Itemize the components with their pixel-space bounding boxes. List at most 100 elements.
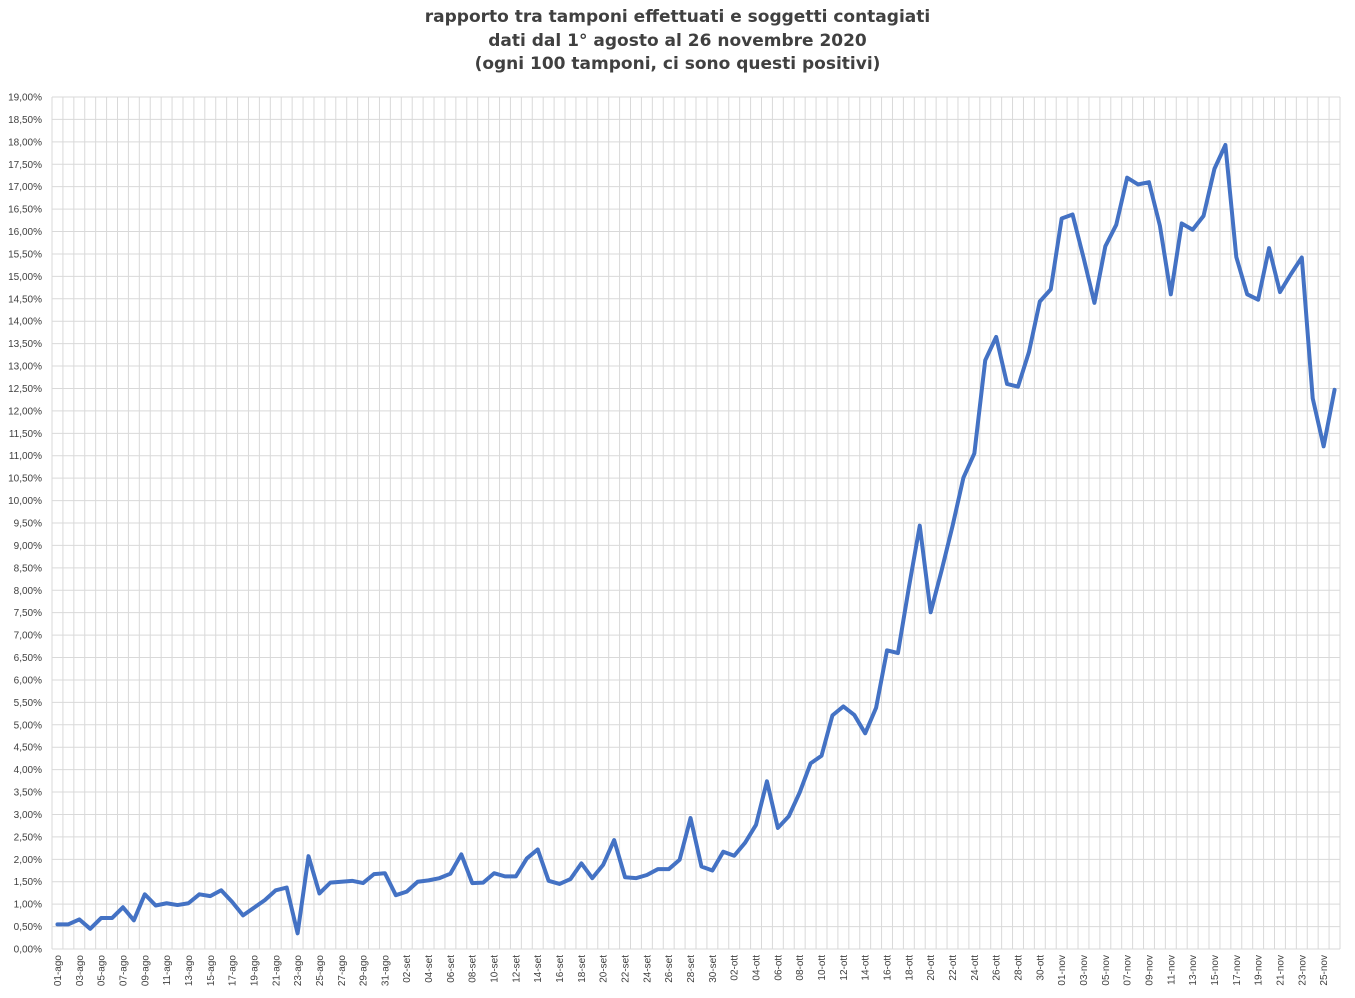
y-tick-label: 17,00% bbox=[8, 182, 42, 193]
data-point bbox=[317, 891, 321, 895]
data-point bbox=[263, 898, 267, 902]
x-axis-ticks: 01-ago 03-ago 05-ago 07-ago 09-ago 11-ago 13-a… bbox=[53, 955, 1330, 987]
data-point bbox=[536, 847, 540, 851]
data-point bbox=[918, 524, 922, 528]
x-tick-label: 15-nov bbox=[1210, 955, 1221, 986]
y-axis-ticks: 0,00% 0,50% 1,00% 1,50% 2,00% 2,50% 3,00% 3,50%… bbox=[8, 93, 42, 956]
y-tick-label: 1,50% bbox=[14, 877, 42, 888]
data-point bbox=[274, 888, 278, 892]
data-point bbox=[743, 841, 747, 845]
y-tick-label: 18,50% bbox=[8, 115, 42, 126]
data-point bbox=[525, 856, 529, 860]
data-point bbox=[1267, 246, 1271, 250]
y-tick-label: 2,00% bbox=[14, 855, 42, 866]
data-point bbox=[940, 569, 944, 573]
x-tick-label: 17-ago bbox=[228, 955, 239, 987]
y-tick-label: 0,00% bbox=[14, 945, 42, 956]
data-point bbox=[99, 916, 103, 920]
x-tick-label: 23-ago bbox=[293, 955, 304, 987]
data-point bbox=[1322, 444, 1326, 448]
x-tick-label: 09-nov bbox=[1144, 955, 1155, 986]
x-tick-label: 18-ott bbox=[904, 955, 915, 981]
data-point bbox=[1223, 143, 1227, 147]
x-tick-label: 12-set bbox=[511, 955, 522, 983]
y-tick-label: 17,50% bbox=[8, 160, 42, 171]
x-tick-label: 10-ott bbox=[817, 955, 828, 981]
y-tick-label: 3,50% bbox=[14, 788, 42, 799]
data-point bbox=[678, 858, 682, 862]
y-tick-label: 9,50% bbox=[14, 519, 42, 530]
data-point bbox=[961, 476, 965, 480]
data-point bbox=[1169, 292, 1173, 296]
chart-title-line-1: rapporto tra tamponi effettuati e sogget… bbox=[424, 7, 931, 27]
data-point bbox=[328, 881, 332, 885]
data-point bbox=[296, 931, 300, 935]
data-point bbox=[656, 867, 660, 871]
data-point bbox=[1114, 223, 1118, 227]
y-tick-label: 14,50% bbox=[8, 294, 42, 305]
x-tick-label: 03-ago bbox=[75, 955, 86, 987]
data-point bbox=[1016, 385, 1020, 389]
data-point bbox=[994, 335, 998, 339]
data-point bbox=[1125, 176, 1129, 180]
x-tick-label: 19-nov bbox=[1254, 955, 1265, 986]
x-tick-label: 01-ago bbox=[53, 955, 64, 987]
y-tick-label: 13,50% bbox=[8, 339, 42, 350]
x-tick-label: 31-ago bbox=[380, 955, 391, 987]
data-point bbox=[612, 838, 616, 842]
x-tick-label: 22-set bbox=[621, 955, 632, 983]
data-point bbox=[1234, 255, 1238, 259]
y-tick-label: 15,00% bbox=[8, 272, 42, 283]
x-tick-label: 15-ago bbox=[206, 955, 217, 987]
data-point bbox=[1180, 221, 1184, 225]
data-point bbox=[394, 893, 398, 897]
x-tick-label: 11-ago bbox=[162, 955, 173, 986]
series-line bbox=[55, 142, 1337, 936]
x-tick-label: 30-ott bbox=[1035, 955, 1046, 981]
x-tick-label: 02-ott bbox=[730, 955, 741, 981]
data-point bbox=[809, 761, 813, 765]
data-point bbox=[721, 850, 725, 854]
y-tick-label: 8,00% bbox=[14, 586, 42, 597]
data-point bbox=[1081, 256, 1085, 260]
data-point bbox=[1300, 256, 1304, 260]
x-tick-label: 21-nov bbox=[1275, 955, 1286, 986]
data-point bbox=[689, 816, 693, 820]
data-point bbox=[219, 888, 223, 892]
data-point bbox=[896, 651, 900, 655]
data-point bbox=[787, 814, 791, 818]
x-tick-label: 05-ago bbox=[97, 955, 108, 987]
data-point bbox=[634, 876, 638, 880]
y-tick-label: 16,50% bbox=[8, 205, 42, 216]
data-point bbox=[667, 867, 671, 871]
data-point bbox=[132, 918, 136, 922]
x-tick-label: 23-nov bbox=[1297, 955, 1308, 986]
data-point bbox=[470, 881, 474, 885]
data-point bbox=[1103, 244, 1107, 248]
y-tick-label: 5,00% bbox=[14, 720, 42, 731]
data-point bbox=[55, 922, 59, 926]
x-tick-label: 28-ott bbox=[1014, 955, 1025, 981]
data-point bbox=[252, 906, 256, 910]
x-tick-label: 28-set bbox=[686, 955, 697, 983]
data-point bbox=[339, 880, 343, 884]
grid-layer bbox=[51, 96, 1341, 950]
data-point bbox=[929, 610, 933, 614]
x-tick-label: 18-set bbox=[577, 955, 588, 983]
data-point bbox=[1212, 167, 1216, 171]
x-tick-label: 13-ago bbox=[184, 955, 195, 987]
data-point bbox=[623, 875, 627, 879]
data-point bbox=[176, 903, 180, 907]
data-point bbox=[361, 881, 365, 885]
data-point bbox=[416, 880, 420, 884]
x-tick-label: 09-ago bbox=[140, 955, 151, 987]
data-point bbox=[907, 586, 911, 590]
x-tick-label: 24-set bbox=[642, 955, 653, 983]
data-point bbox=[1005, 382, 1009, 386]
x-tick-label: 20-ott bbox=[926, 955, 937, 981]
data-point bbox=[121, 905, 125, 909]
data-point bbox=[1027, 350, 1031, 354]
y-tick-label: 12,00% bbox=[8, 406, 42, 417]
x-tick-label: 27-ago bbox=[337, 955, 348, 987]
